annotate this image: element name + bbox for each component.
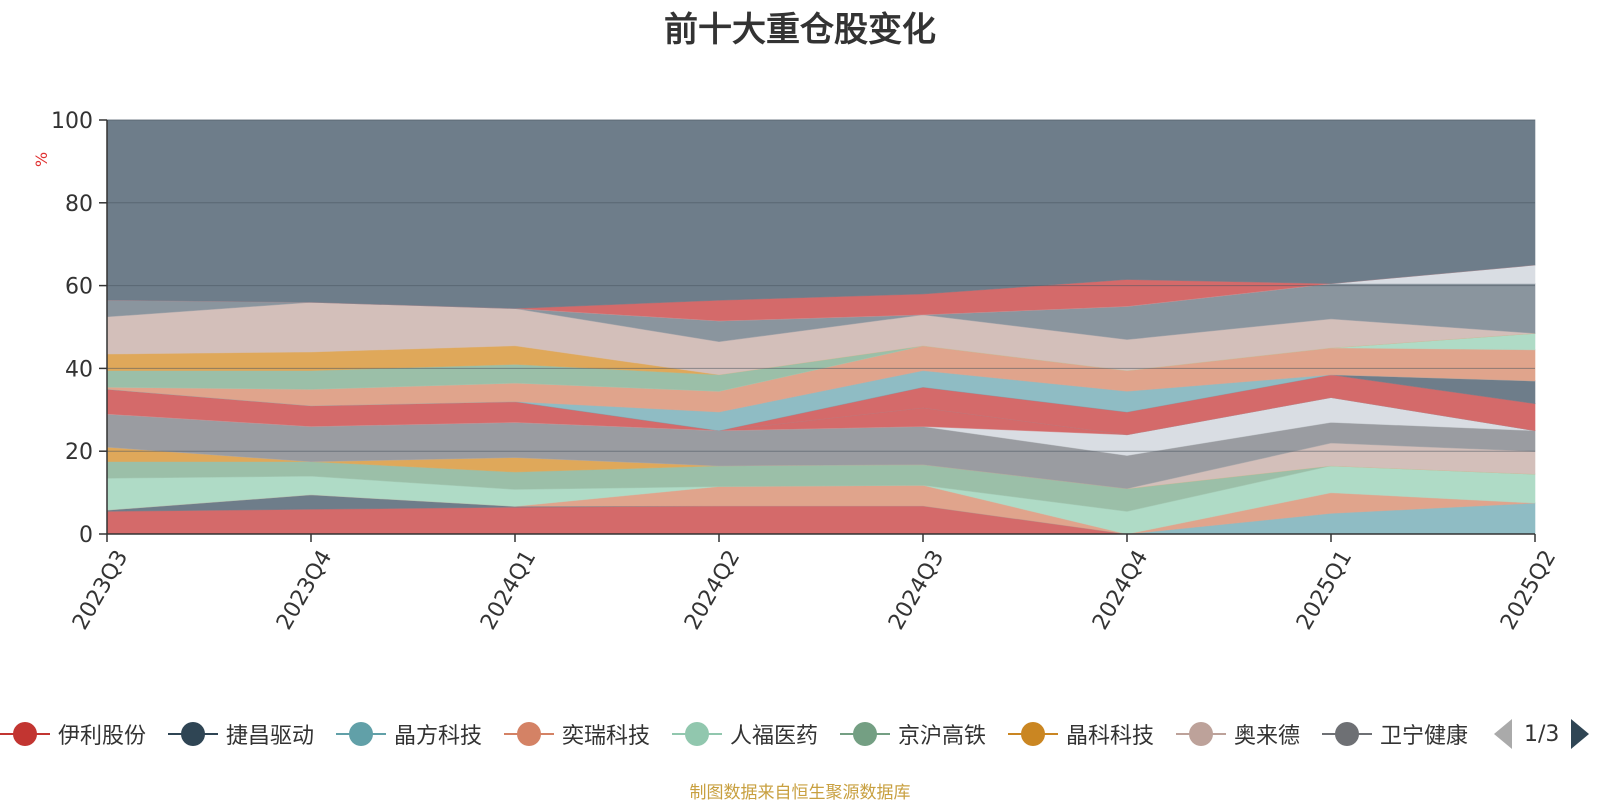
x-tick-label-5: 2024Q4 (1088, 546, 1153, 634)
x-tick-label-1: 2023Q4 (272, 546, 337, 634)
y-tick-label-0: 0 (79, 523, 93, 548)
legend-marker-icon (1322, 720, 1372, 748)
legend-marker-icon (336, 720, 386, 748)
legend-prev-icon[interactable] (1494, 719, 1512, 749)
legend-marker-icon (168, 720, 218, 748)
legend-label: 伊利股份 (58, 724, 147, 749)
legend-items: 伊利股份 捷昌驱动 晶方科技 奕瑞科技 人福医药 京沪高铁 晶科科技 奥来德 卫宁健康 (0, 712, 1480, 756)
y-tick-label-40: 40 (65, 357, 93, 382)
legend-marker-icon (840, 720, 890, 748)
legend-label: 京沪高铁 (898, 724, 987, 749)
legend-label: 人福医药 (730, 724, 819, 749)
stacked-area-chart: 0 20 40 60 80 100 2023Q3 2023Q4 2024Q1 2024Q2 2024… (51, 109, 1561, 634)
legend-item[interactable]: 捷昌驱动 (168, 712, 314, 756)
gridlines (107, 119, 1535, 452)
legend-label: 奕瑞科技 (562, 724, 651, 749)
legend-item[interactable]: 伊利股份 (0, 712, 146, 756)
legend-item[interactable]: 晶科科技 (1008, 712, 1154, 756)
legend-label: 晶科科技 (1066, 724, 1155, 749)
legend-label: 捷昌驱动 (226, 724, 315, 749)
y-tick-label-100: 100 (51, 109, 93, 134)
legend-item[interactable]: 晶方科技 (336, 712, 482, 756)
legend-item[interactable]: 卫宁健康 (1322, 712, 1468, 756)
y-tick-label-80: 80 (65, 192, 93, 217)
legend-marker-icon (672, 720, 722, 748)
x-tick-label-6: 2025Q1 (1292, 546, 1357, 634)
area-band-23 (106, 119, 1536, 309)
legend-label: 奥来德 (1234, 724, 1301, 749)
chart-title: 前十大重仓股变化 (664, 10, 936, 50)
legend-marker-icon (1176, 720, 1226, 748)
legend-item[interactable]: 人福医药 (672, 712, 818, 756)
legend: 伊利股份 捷昌驱动 晶方科技 奕瑞科技 人福医药 京沪高铁 晶科科技 奥来德 卫宁健康 (0, 712, 1600, 756)
legend-item[interactable]: 奕瑞科技 (504, 712, 650, 756)
x-tick-label-3: 2024Q2 (680, 546, 745, 634)
legend-item[interactable]: 京沪高铁 (840, 712, 986, 756)
y-tick-label-60: 60 (65, 275, 93, 300)
x-tick-label-7: 2025Q2 (1496, 546, 1561, 634)
x-tick-label-4: 2024Q3 (884, 546, 949, 634)
x-tick-label-0: 2023Q3 (68, 546, 133, 634)
area-bands (106, 119, 1536, 535)
legend-page-indicator: 1/3 (1524, 721, 1560, 747)
legend-marker-icon (1008, 720, 1058, 748)
y-tick-label-20: 20 (65, 440, 93, 465)
legend-marker-icon (0, 720, 50, 748)
legend-label: 晶方科技 (394, 724, 483, 749)
source-note: 制图数据来自恒生聚源数据库 (689, 783, 911, 803)
legend-label: 卫宁健康 (1380, 724, 1469, 749)
legend-marker-icon (504, 720, 554, 748)
legend-next-icon[interactable] (1571, 719, 1590, 749)
x-tick-label-2: 2024Q1 (476, 546, 541, 634)
legend-pager: 1/3 (1494, 712, 1590, 756)
legend-item[interactable]: 奥来德 (1176, 712, 1300, 756)
